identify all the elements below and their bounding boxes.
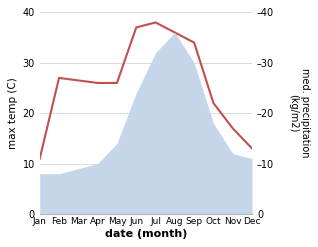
Y-axis label: med. precipitation
(kg/m2): med. precipitation (kg/m2) <box>288 68 310 158</box>
Y-axis label: max temp (C): max temp (C) <box>8 77 18 149</box>
X-axis label: date (month): date (month) <box>105 229 187 239</box>
